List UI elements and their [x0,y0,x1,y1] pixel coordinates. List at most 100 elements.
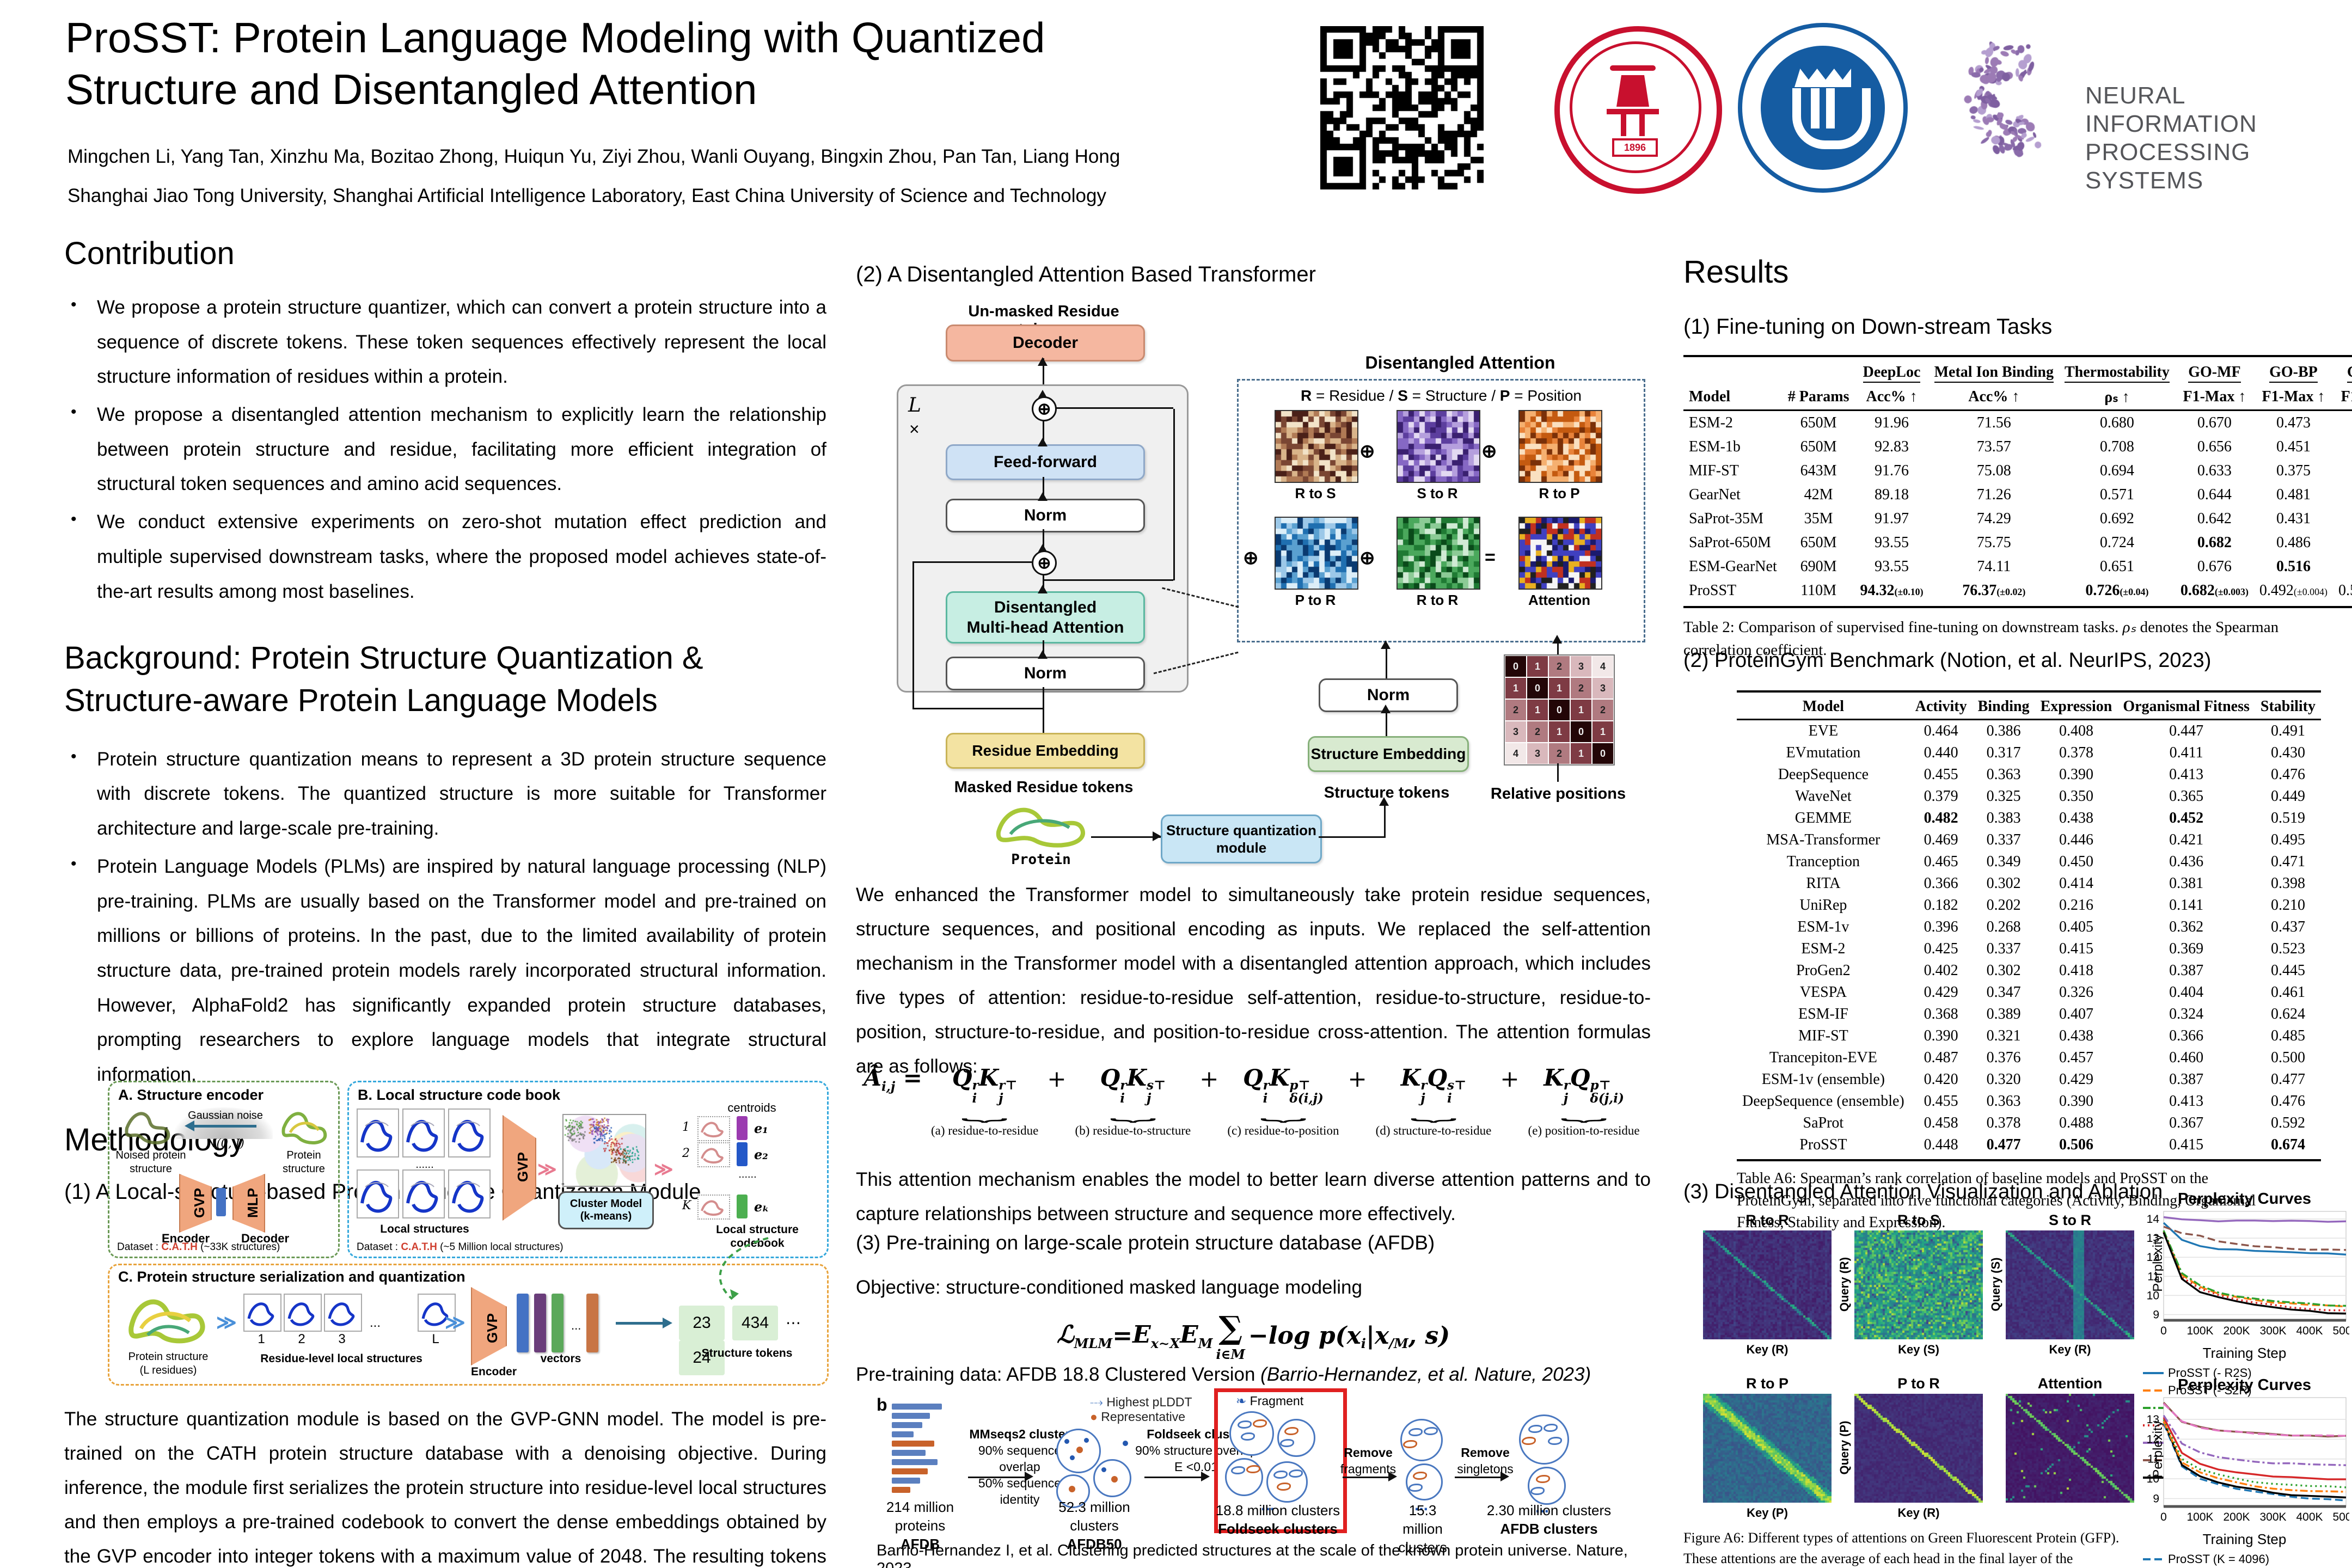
heatmap-p-to-r [1854,1394,1983,1503]
local-structure-thumb [357,1169,399,1218]
centroids-label: centroids [727,1101,776,1114]
gaussian-noise-label: Gaussian noise [188,1110,263,1122]
cluster-model-box: Cluster Model (k-means) [558,1191,654,1229]
reslocal-thumb [284,1294,322,1332]
heatmap-ylabel: Query (S) [1989,1257,2002,1312]
svg-text:0: 0 [2160,1325,2167,1337]
centroid-index: 1 [682,1120,690,1134]
tableA6-caption: Table A6: Spearman’s rank correlation of… [1737,1170,2256,1232]
centroid-thumb [697,1195,730,1220]
codebook-arrow [719,1237,769,1300]
chart-xlabel: Training Step [2202,1345,2287,1361]
heatmap-r-to-p [1703,1394,1832,1503]
relpos-cell: 2 [1527,721,1548,743]
heatmap-title: S to R [2049,1212,2091,1228]
residue-local-structures: 1 2 3... L [243,1294,456,1346]
relpos-cell: 2 [1592,699,1614,721]
background-list: Protein structure quantization means to … [64,742,826,1092]
relpos-cell: 1 [1527,656,1548,677]
relpos-cell: 1 [1527,699,1548,721]
protein-input-icon [996,807,1085,848]
operator: ⊕ [1359,548,1375,568]
clean-bubble [1406,1463,1443,1500]
local-structure-thumb [357,1108,399,1157]
residue-embedding-box: Residue Embedding [946,733,1145,769]
attention-heatmaps: R to R Key (R) R to S Key (S) Query (R) S to … [1680,1212,2134,1524]
loss-seg: ℒMLM [1056,1320,1113,1351]
feed-forward-box: Feed-forward [946,444,1145,480]
legend-plddt: Highest pLDDT [1106,1395,1192,1409]
svg-text:11: 11 [2147,1270,2159,1283]
protein-length-bar [892,1431,914,1437]
reslocal-num: 1 [258,1332,265,1346]
structure-embedding-box: Structure Embedding [1308,736,1469,772]
perplexity-chart-1: Perplexity Curves Perplexity 9 10 11 12 13 14 0 1… [2140,1190,2352,1484]
reslocal-thumb [324,1294,362,1332]
panel-c: C. Protein structure serialization and q… [108,1237,829,1386]
neurips-wordmark-line1: NEURAL INFORMATION [2085,82,2257,137]
legend-representative: Representative [1101,1410,1185,1424]
pretrain-data-text: Pre-training data: AFDB 18.8 Clustered V… [856,1364,1261,1385]
vector-bar [586,1294,598,1352]
pretrain-data-line: Pre-training data: AFDB 18.8 Clustered V… [856,1364,1651,1386]
afdb-label5: 2.30 million clusters AFDB clusters [1486,1502,1612,1537]
attention-matrix-s-to-r [1396,410,1480,483]
attention-matrix-label: R to S [1295,485,1336,501]
heatmap-xlabel: Key (R) [2049,1343,2091,1356]
gvp-label-c: GVP [483,1313,500,1343]
noised-protein-icon [125,1112,170,1145]
legend-item: ProSST (- R2S) [2143,1366,2252,1380]
operator: = [1485,547,1496,568]
loss-formula: ℒMLM = Ex∼X EM ∑ i∈M −log p(x i |x/M, s) [856,1309,1651,1362]
cluster-bubble [1056,1429,1101,1473]
attention-matrix-r-to-p [1518,410,1602,483]
norm-box-3: Norm [1319,678,1458,712]
structure-token-row: 23 434 ⋯ 24 [679,1306,820,1375]
svg-text:11: 11 [2147,1453,2159,1466]
dataset-a: Dataset : C.A.T.H (~33K structures) [117,1241,280,1253]
loss-seg: ∑ i∈M [1216,1309,1245,1362]
authors: Mingchen Li, Yang Tan, Xinzhu Ma, Bozita… [68,146,1120,167]
structure-tokens-label-c: Structure tokens [701,1347,793,1359]
poster-title-line1: ProSST: Protein Language Modeling with Q… [65,14,1045,62]
afdb-protein-bars [892,1404,952,1496]
svg-text:10: 10 [2147,1473,2159,1485]
foldseek-bubble [1277,1419,1315,1457]
protein-icon [281,1112,327,1145]
foldseek-highlight-box [1214,1388,1347,1533]
svg-text:14: 14 [2147,1213,2160,1226]
svg-text:10: 10 [2147,1289,2159,1302]
decoder-label-a: Decoder [241,1232,290,1245]
heatmap-attention [2006,1394,2134,1503]
relpos-cell: 4 [1592,656,1614,677]
afdb-stage1: MMseqs2 cluster 90% sequence overlap 50% s… [969,1427,1070,1506]
method-paragraph: The structure quantization module is bas… [64,1408,826,1567]
pretrain-cite: (Barrio-Hernandez, et al. Nature, 2023) [1260,1364,1591,1385]
relpos-cell: 2 [1570,677,1592,699]
operator: ⊕ [1243,548,1259,568]
background-heading: Background: Protein Structure Quantizati… [64,640,703,719]
centroid-e-label: eₖ [754,1199,769,1215]
chart-legend: ProSST (K = 4096)ProSST (K = 2048)ProSST… [2140,1552,2349,1568]
local-structure-thumb [448,1169,491,1218]
operator: ⊕ [1481,441,1497,462]
table2-wrap: DeepLoc Metal Ion Binding Thermostability G… [1683,355,2352,661]
vector-bar [517,1294,529,1352]
vector-bar [534,1294,546,1352]
svg-text:100K: 100K [2186,1325,2213,1337]
heatmap-title: R to R [1745,1212,1789,1228]
reslocal-thumb [243,1294,281,1332]
masked-label: Masked Residue tokens [954,779,1134,796]
results-heading: Results [1683,254,1789,290]
centroid-embedding-bar [737,1142,748,1166]
sqm-line2: module [1216,840,1267,856]
afdb-figure: b 214 million proteins AFDB MMseqs2 cluste… [877,1388,1639,1555]
panel-b: B. Local structure code book ...... Loca… [347,1081,829,1258]
foldseek-bubble [1229,1411,1274,1456]
figureA6-caption: Figure A6: Different types of attentions… [1683,1530,2120,1566]
centroid-index: 2 [682,1147,690,1160]
afdb-stage4: Remove singletons [1457,1445,1514,1476]
attention-matrix-label: R to P [1539,485,1580,501]
